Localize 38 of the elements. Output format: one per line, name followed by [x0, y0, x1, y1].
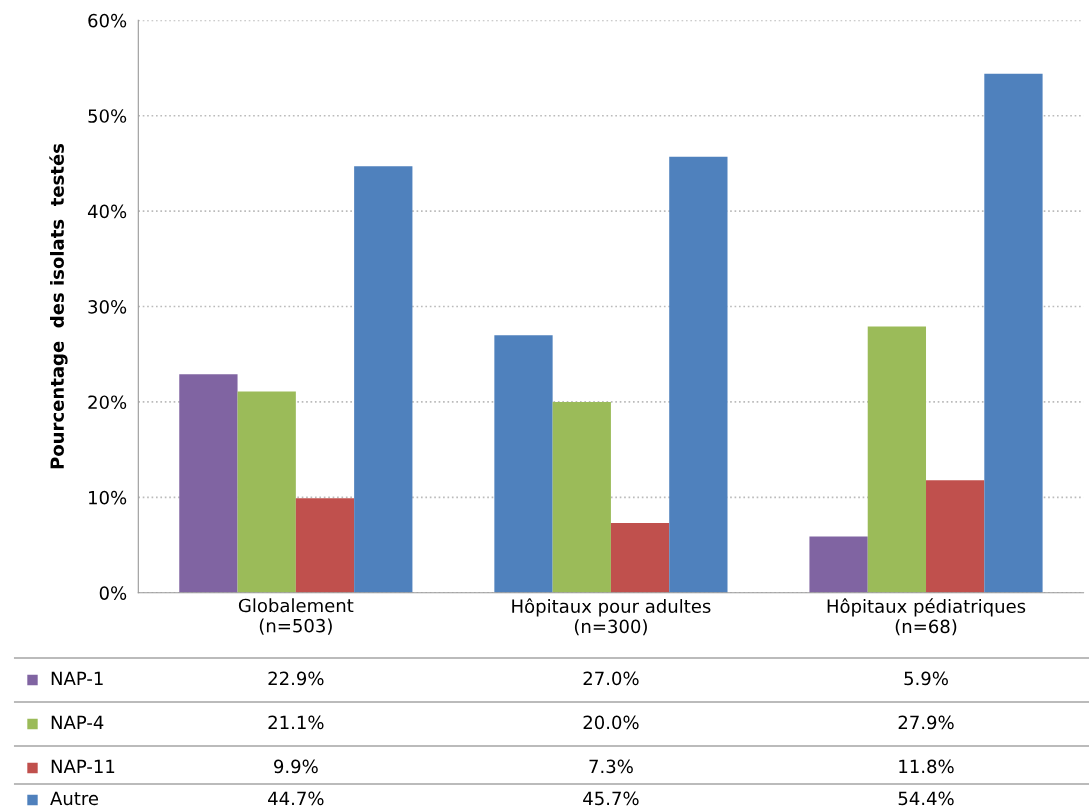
- data-label: 21.1%: [268, 715, 324, 730]
- data-label: 27.9%: [898, 715, 954, 730]
- data-label: 54.4%: [898, 791, 954, 806]
- data-label: 5.9%: [904, 671, 948, 686]
- x-tick-label: Globalement (n=503): [238, 598, 354, 635]
- x-tick-label: Hôpitaux pédiatriques (n=68): [827, 598, 1026, 636]
- legend-label: NAP-4: [51, 715, 104, 729]
- bar: [552, 401, 611, 593]
- data-label: 20.0%: [583, 715, 639, 730]
- data-label: 27.0%: [583, 671, 639, 686]
- data-label: 9.9%: [274, 759, 318, 774]
- y-tick-label: 40%: [87, 204, 127, 219]
- bar: [295, 498, 355, 593]
- y-tick-label: 20%: [88, 395, 127, 410]
- y-tick-label: 30%: [88, 299, 127, 314]
- y-tick-label: 0%: [99, 586, 127, 600]
- data-label: 11.8%: [899, 759, 954, 774]
- bar: [926, 480, 985, 593]
- data-label: 45.7%: [583, 791, 639, 806]
- bar: [669, 156, 728, 593]
- legend-label: NAP-1: [51, 671, 103, 685]
- y-axis-title: Pourcentage des isolats testés: [49, 143, 68, 469]
- bar: [354, 166, 413, 593]
- bar: [179, 374, 238, 593]
- bar: [237, 391, 296, 593]
- y-tick-label: 60%: [88, 13, 127, 28]
- data-label: 22.9%: [268, 671, 324, 686]
- bar: [984, 73, 1043, 593]
- y-tick-label: 10%: [89, 490, 127, 505]
- bar: [610, 523, 670, 593]
- legend-label: NAP-11: [51, 759, 115, 773]
- data-label: 44.7%: [268, 791, 324, 806]
- y-tick-label: 50%: [88, 109, 127, 123]
- x-tick-label: Hôpitaux pour adultes (n=300): [512, 598, 711, 636]
- bar: [809, 536, 868, 593]
- data-label: 7.3%: [589, 759, 633, 774]
- bar: [867, 326, 927, 593]
- legend-label: Autre: [50, 791, 99, 806]
